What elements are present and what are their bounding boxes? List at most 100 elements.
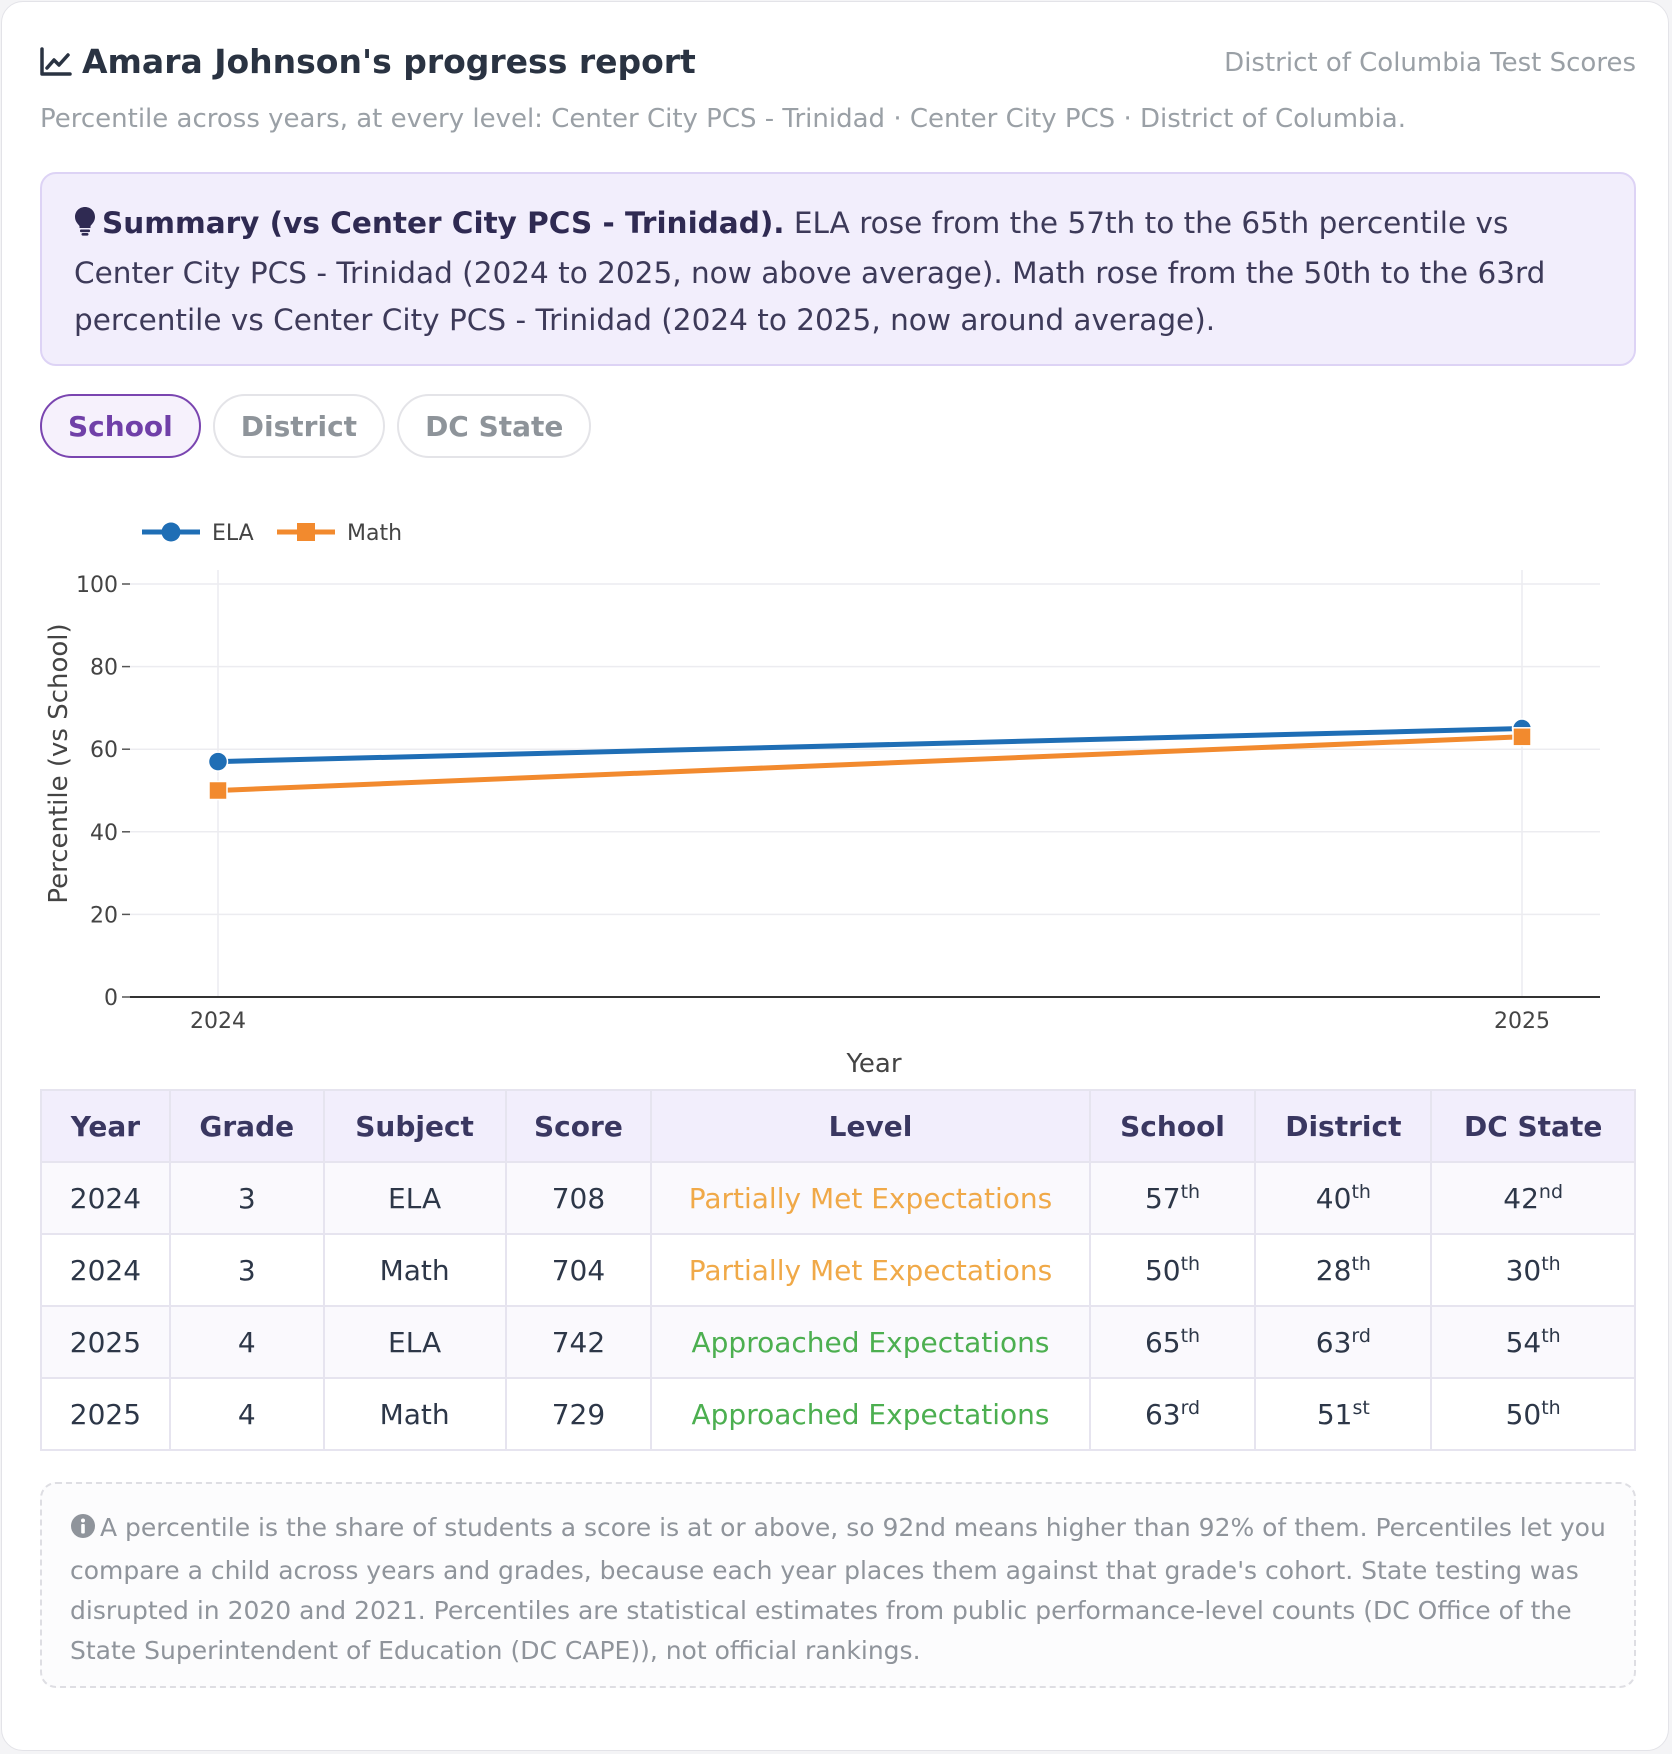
cell-school-percentile: 50th [1088,1233,1257,1307]
column-header-district[interactable]: District [1254,1089,1433,1163]
table-row: 2025 4 Math 729 Approached Expectations … [40,1377,1636,1451]
legend-marker-circle [161,522,181,542]
cell-year: 2024 [40,1161,171,1235]
tab-district[interactable]: District [212,394,386,458]
percentile-suffix: rd [1351,1324,1371,1347]
tab-school[interactable]: School [40,394,201,458]
cell-grade: 4 [168,1377,325,1451]
legend-label: ELA [212,521,254,546]
y-tick-label: 80 [90,656,118,681]
percentile-suffix: th [1180,1252,1201,1275]
percentile-note: A percentile is the share of students a … [40,1482,1636,1688]
page-title-text: Amara Johnson's progress report [82,42,696,81]
table-row: 2024 3 ELA 708 Partially Met Expectation… [40,1161,1636,1235]
percentile-suffix: th [1541,1252,1561,1275]
data-source-label: District of Columbia Test Scores [1224,48,1636,78]
cell-score: 742 [504,1305,653,1379]
cell-score: 704 [504,1233,653,1307]
percentile-value: 65 [1144,1325,1181,1359]
cell-state-percentile: 54th [1430,1305,1636,1379]
summary-heading: Summary (vs Center City PCS - Trinidad). [102,206,785,240]
data-point-math[interactable] [208,780,228,801]
report-header: Amara Johnson's progress report District… [40,38,1636,88]
data-point-math[interactable] [1512,727,1532,747]
info-icon [70,1511,96,1551]
percentile-suffix: th [1541,1324,1561,1347]
cell-subject: Math [322,1377,507,1451]
y-tick-label: 20 [90,903,118,928]
cell-grade: 4 [168,1305,325,1379]
y-tick-label: 100 [76,573,118,598]
y-tick-label: 40 [90,821,118,846]
percentile-value: 57 [1144,1181,1181,1215]
note-text: A percentile is the share of students a … [70,1513,1606,1665]
column-header-dc-state[interactable]: DC State [1430,1089,1636,1163]
data-point-ela[interactable] [207,751,229,772]
percentile-value: 40 [1315,1181,1352,1215]
page-title: Amara Johnson's progress report [40,42,696,81]
cell-subject: Math [322,1233,507,1307]
percentile-suffix: rd [1180,1396,1201,1419]
x-tick-label: 2024 [190,1009,246,1034]
x-tick-label: 2025 [1494,1009,1550,1034]
column-header-year[interactable]: Year [40,1089,171,1163]
cell-level: Partially Met Expectations [650,1161,1091,1235]
cell-district-percentile: 51st [1254,1377,1433,1451]
cell-score: 729 [504,1377,653,1451]
table-row: 2025 4 ELA 742 Approached Expectations 6… [40,1305,1636,1379]
cell-grade: 3 [168,1161,325,1235]
cell-state-percentile: 50th [1430,1377,1636,1451]
series-line-ela [217,726,1523,765]
column-header-score[interactable]: Score [504,1089,653,1163]
percentile-suffix: th [1541,1396,1561,1419]
legend-item-ela[interactable]: ELA [142,521,254,546]
legend-marker-square [297,523,315,541]
column-header-grade[interactable]: Grade [168,1089,325,1163]
percentile-value: 63 [1144,1397,1181,1431]
level-tabs: School District DC State [40,394,603,458]
tab-dc-state[interactable]: DC State [397,394,592,458]
cell-level: Approached Expectations [650,1305,1091,1379]
chart-grid [130,570,1600,997]
x-axis-title: Year [845,1049,901,1079]
percentile-value: 51 [1316,1397,1353,1431]
table-row: 2024 3 Math 704 Partially Met Expectatio… [40,1233,1636,1307]
cell-district-percentile: 40th [1254,1161,1433,1235]
cell-subject: ELA [322,1305,507,1379]
percentile-chart-svg: 0 20 40 60 80 100 2024 2025 Year Percentile (vs S… [44,521,1600,1079]
percentile-suffix: th [1351,1252,1371,1275]
percentile-value: 28 [1315,1253,1352,1287]
percentile-suffix: th [1180,1180,1201,1203]
cell-district-percentile: 28th [1254,1233,1433,1307]
percentile-chart: 0 20 40 60 80 100 2024 2025 Year Percentile (vs S… [40,482,1636,1082]
percentile-value: 50 [1144,1253,1181,1287]
y-tick-label: 0 [104,986,118,1011]
series-line-math [217,734,1523,793]
y-axis-title: Percentile (vs School) [44,623,74,903]
chart-legend[interactable]: ELA Math [142,521,402,546]
percentile-suffix: nd [1538,1180,1564,1203]
chart-axes: 0 20 40 60 80 100 2024 2025 Year Percentile (vs S… [44,573,1600,1079]
scores-table: Year Grade Subject Score Level School Di… [40,1089,1636,1451]
percentile-value: 50 [1505,1397,1542,1431]
legend-item-math[interactable]: Math [277,521,402,546]
cell-level: Partially Met Expectations [650,1233,1091,1307]
y-tick-label: 60 [90,738,118,763]
cell-school-percentile: 57th [1088,1161,1257,1235]
cell-subject: ELA [322,1161,507,1235]
line-chart-icon [40,46,72,76]
cell-level: Approached Expectations [650,1377,1091,1451]
percentile-value: 30 [1505,1253,1542,1287]
cell-year: 2025 [40,1305,171,1379]
percentile-value: 63 [1315,1325,1352,1359]
cell-district-percentile: 63rd [1254,1305,1433,1379]
page-subtitle: Percentile across years, at every level:… [40,104,1406,134]
percentile-suffix: th [1180,1324,1201,1347]
summary-box: Summary (vs Center City PCS - Trinidad).… [40,172,1636,366]
lightbulb-icon [74,203,96,250]
column-header-level[interactable]: Level [650,1089,1091,1163]
percentile-value: 42 [1503,1181,1539,1215]
column-header-subject[interactable]: Subject [322,1089,507,1163]
column-header-school[interactable]: School [1088,1089,1257,1163]
